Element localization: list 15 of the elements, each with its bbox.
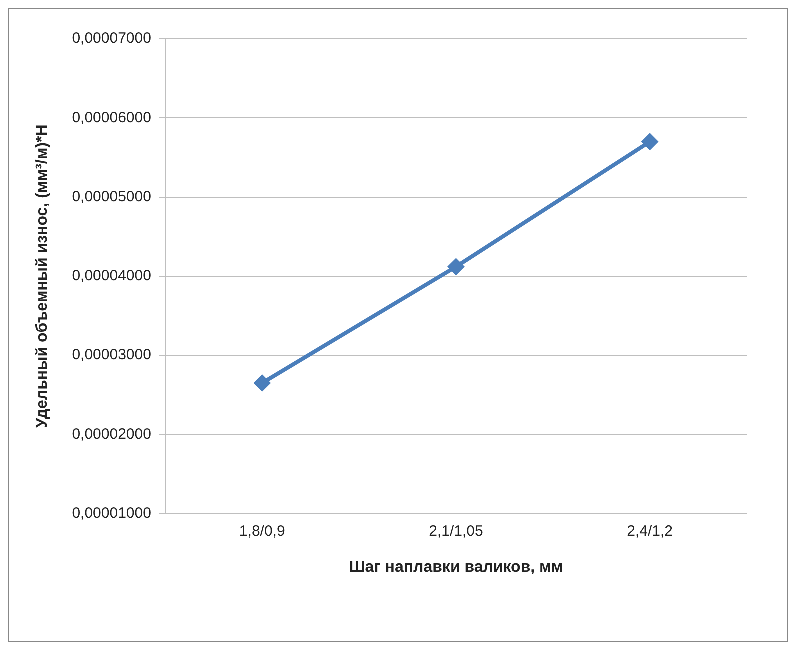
point bbox=[448, 258, 465, 276]
y-tick-label: 0,00006000 bbox=[72, 109, 152, 126]
x-tick-label: 1,8/0,9 bbox=[239, 522, 286, 540]
x-tick-label: 2,4/1,2 bbox=[627, 522, 674, 540]
x-axis-title: Шаг наплавки валиков, мм bbox=[349, 558, 564, 576]
y-tick-label: 0,00003000 bbox=[72, 346, 152, 364]
y-tick-label: 0,00007000 bbox=[72, 30, 152, 48]
x-tick-label: 2,1/1,05 bbox=[429, 522, 484, 540]
point bbox=[642, 133, 659, 150]
y-tick-label: 0,00005000 bbox=[72, 188, 152, 206]
y-tick-label: 0,00001000 bbox=[72, 504, 152, 522]
y-tick-label: 0,00004000 bbox=[72, 268, 152, 285]
point bbox=[254, 374, 271, 392]
y-axis-title: Удельный объемный износ, (мм³/м)*Н bbox=[34, 124, 52, 428]
y-tick-label: 0,00002000 bbox=[72, 426, 152, 443]
